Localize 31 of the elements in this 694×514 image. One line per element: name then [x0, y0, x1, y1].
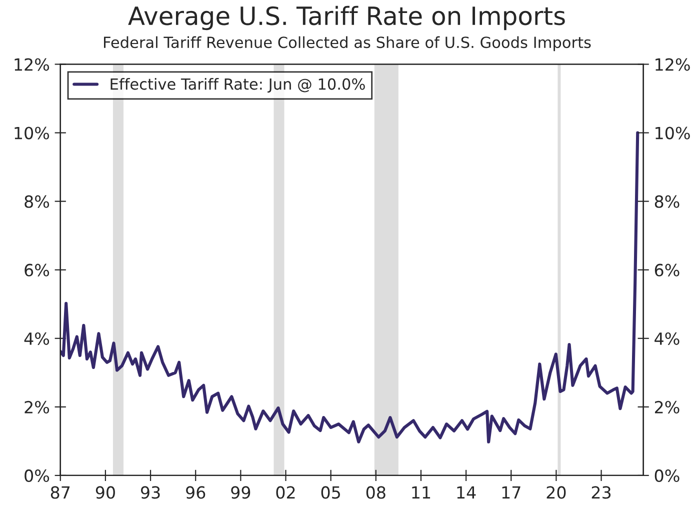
- x-tick-label: 08: [366, 486, 386, 499]
- chart-title: Average U.S. Tariff Rate on Imports: [128, 6, 565, 30]
- y2-tick-label: 10%: [656, 126, 690, 140]
- x-tick-label: 93: [140, 486, 160, 499]
- x-tick-label: 11: [412, 486, 430, 499]
- x-tick-label: 17: [502, 486, 520, 499]
- y-tick-label: 10%: [14, 126, 50, 140]
- y2-tick-label: 0%: [654, 469, 680, 482]
- x-tick-label: 99: [231, 486, 250, 499]
- x-tick-label: 87: [50, 486, 70, 499]
- x-tick-label: 05: [321, 486, 340, 499]
- y2-tick-label: 6%: [654, 264, 680, 276]
- x-tick-label: 23: [592, 486, 611, 499]
- y2-tick-label: 4%: [654, 332, 680, 345]
- y-tick-label: 4%: [24, 332, 50, 345]
- x-tick-label: 02: [276, 486, 295, 499]
- legend-label: Effective Tariff Rate: Jun @ 10.0%: [110, 78, 365, 93]
- x-tick-label: 90: [96, 486, 115, 499]
- line-series: [60, 131, 640, 444]
- chart-subtitle: Federal Tariff Revenue Collected as Share of U.S. Goods Imports: [104, 36, 591, 52]
- x-tick-label: 14: [457, 486, 476, 499]
- y2-tick-label: 8%: [654, 195, 680, 208]
- y-tick-label: 12%: [14, 58, 50, 71]
- y2-tick-label: 2%: [654, 400, 680, 414]
- y-tick-label: 2%: [24, 400, 50, 414]
- y-tick-label: 0%: [24, 469, 50, 482]
- x-tick-label: 96: [186, 486, 206, 499]
- x-tick-label: 20: [546, 486, 566, 499]
- y-tick-label: 8%: [24, 195, 50, 208]
- y2-tick-label: 12%: [656, 58, 690, 71]
- y-tick-label: 6%: [24, 264, 50, 276]
